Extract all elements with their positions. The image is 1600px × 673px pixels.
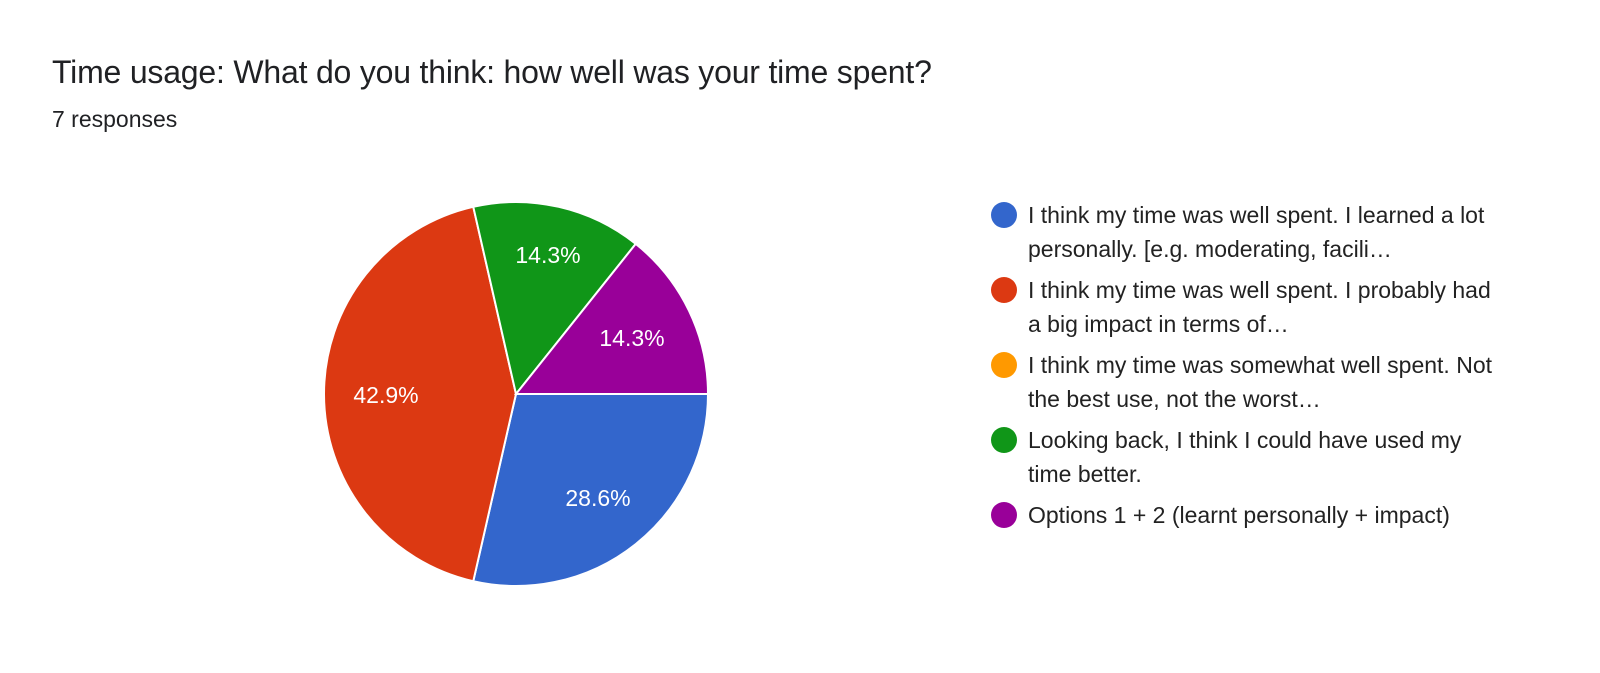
pie-slice[interactable] — [513, 242, 710, 395]
response-count: 7 responses — [52, 106, 178, 132]
legend-label: Looking back, I think I could have used … — [1028, 427, 1462, 487]
slice-label-red: 42.9% — [353, 382, 418, 408]
legend-item-well-spent-impact[interactable]: I think my time was well spent. I probab… — [990, 273, 1510, 341]
chart-legend: I think my time was well spent. I learne… — [990, 198, 1510, 539]
pie-slices — [323, 201, 710, 587]
slice-label-blue: 28.6% — [565, 485, 630, 511]
legend-item-somewhat-well-spent[interactable]: I think my time was somewhat well spent.… — [990, 348, 1510, 416]
slice-label-purple: 14.3% — [599, 325, 664, 351]
legend-dot-red-icon — [991, 277, 1017, 303]
legend-label: I think my time was well spent. I learne… — [1028, 202, 1485, 262]
chart-title: Time usage: What do you think: how well … — [52, 54, 932, 90]
slice-label-green: 14.3% — [515, 242, 580, 268]
legend-item-options-1-2[interactable]: Options 1 + 2 (learnt personally + impac… — [990, 498, 1510, 532]
pie-slice[interactable] — [472, 201, 638, 397]
legend-dot-orange-icon — [991, 352, 1017, 378]
pie-slice[interactable] — [472, 393, 710, 587]
legend-dot-purple-icon — [991, 502, 1017, 528]
legend-label: Options 1 + 2 (learnt personally + impac… — [1028, 502, 1450, 528]
legend-label: I think my time was well spent. I probab… — [1028, 277, 1491, 337]
legend-dot-blue-icon — [991, 202, 1017, 228]
legend-label: I think my time was somewhat well spent.… — [1028, 352, 1492, 412]
legend-dot-green-icon — [991, 427, 1017, 453]
legend-item-well-spent-learned[interactable]: I think my time was well spent. I learne… — [990, 198, 1510, 266]
pie-slice[interactable] — [323, 205, 518, 583]
legend-item-could-have-used-better[interactable]: Looking back, I think I could have used … — [990, 423, 1510, 491]
